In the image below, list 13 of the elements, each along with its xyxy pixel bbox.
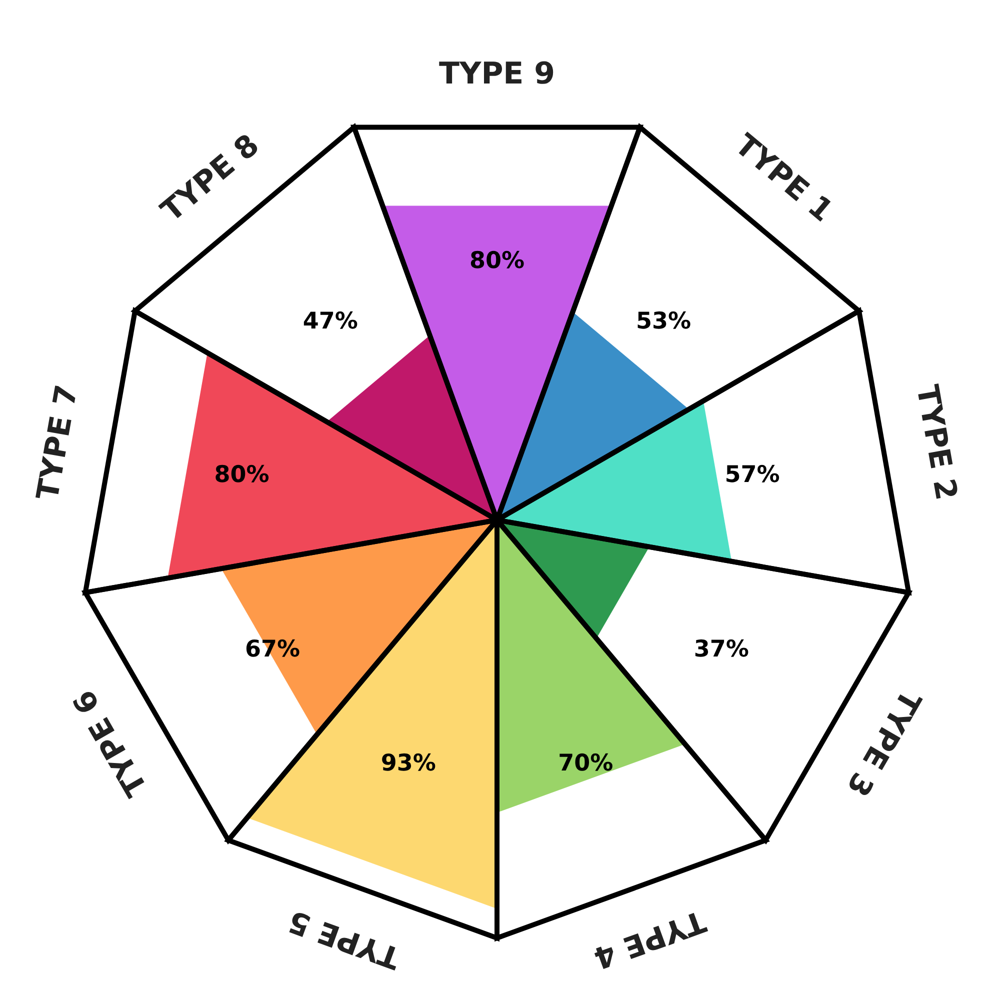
- category-label: TYPE 2: [908, 382, 964, 503]
- data-label: 80%: [469, 248, 525, 274]
- category-label: TYPE 4: [589, 902, 710, 976]
- category-label: TYPE 5: [284, 902, 405, 976]
- data-label: 80%: [214, 462, 270, 488]
- category-label: TYPE 7: [30, 382, 86, 503]
- data-label: 53%: [636, 308, 692, 334]
- data-label: 37%: [694, 636, 749, 663]
- data-label: 57%: [724, 462, 780, 488]
- category-label: TYPE 9: [439, 56, 555, 92]
- data-label: 70%: [558, 750, 614, 777]
- data-label: 93%: [380, 750, 436, 777]
- data-label: 47%: [302, 308, 358, 334]
